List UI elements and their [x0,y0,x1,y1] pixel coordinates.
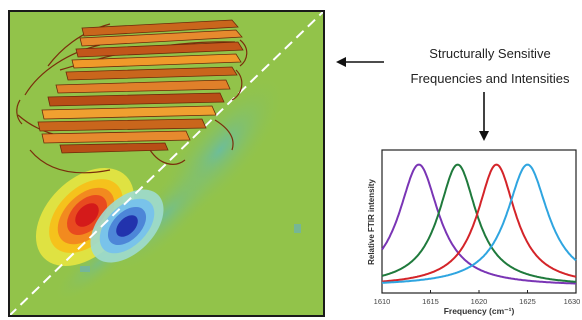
x-tick-label: 1625 [519,297,536,306]
x-tick-label: 1615 [422,297,439,306]
2d-ir-spectrum-map [9,11,324,316]
chart-x-axis-label: Frequency (cm⁻¹) [444,306,515,316]
spectrum-line-1 [381,163,576,285]
spectrum-line-4 [382,163,577,284]
ftir-spectrum-chart: 1610 1615 1620 1625 1630 Relative FTIR inten… [367,149,581,316]
x-tick-label: 1610 [374,297,391,306]
x-tick-label: 1620 [471,297,488,306]
left-arrow [336,57,384,67]
chart-series-group [381,163,577,285]
spectrum-line-3 [382,163,577,283]
chart-y-axis-label: Relative FTIR intensity [367,179,376,265]
beta-sheet-structure [16,19,248,174]
down-arrow [479,92,489,141]
annotation-line-2: Frequencies and Intensities [410,71,570,86]
diagonal-line [9,11,324,316]
x-tick-label: 1630 [564,297,581,306]
negative-peak-contours [90,189,164,263]
chart-x-ticks: 1610 1615 1620 1625 1630 [374,290,581,306]
map-frame [8,10,325,317]
spectrum-line-2 [381,163,576,283]
annotation-line-1: Structurally Sensitive [429,46,551,61]
